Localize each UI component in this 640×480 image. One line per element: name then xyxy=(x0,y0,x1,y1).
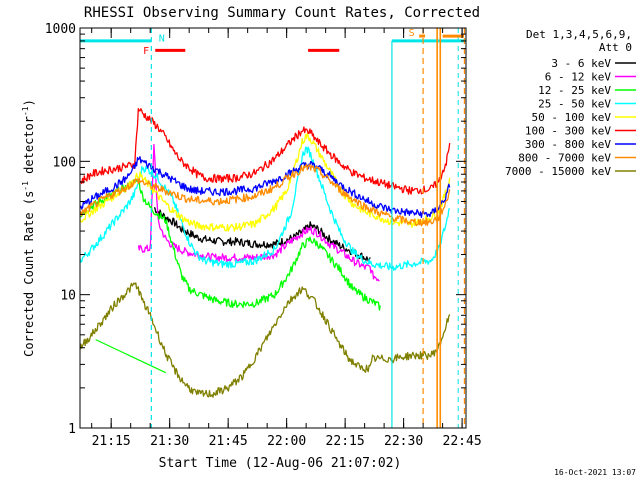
series-line-7 xyxy=(79,163,451,227)
legend-label-0: 3 - 6 keV xyxy=(551,57,611,70)
flag-s-label: S xyxy=(409,28,415,39)
x-axis-ticks: 21:15 21:30 21:45 22:00 22:15 22:30 22:45 xyxy=(91,28,482,449)
flag-f-label: F xyxy=(143,46,149,57)
legend-label-7: 800 - 7000 keV xyxy=(518,152,611,165)
y-axis-label-exp2: -1 xyxy=(21,106,30,116)
y-axis-label-part3: ) xyxy=(22,99,36,106)
legend-label-1: 6 - 12 keV xyxy=(545,71,612,84)
y-axis-ticks: 1 10 100 1000 xyxy=(45,22,466,437)
x-tick-label-2: 21:45 xyxy=(209,434,248,449)
legend-label-4: 50 - 100 keV xyxy=(532,111,612,124)
series-line-3 xyxy=(79,146,451,272)
y-axis-label: Corrected Count Rate (s-1 detector-1) xyxy=(21,99,36,357)
series-line-8 xyxy=(79,282,451,398)
legend-header-line2: Att 0 xyxy=(599,41,632,54)
y-axis-label-part1: Corrected Count Rate (s xyxy=(22,191,36,357)
x-tick-label-0: 21:15 xyxy=(92,434,131,449)
x-tick-label-5: 22:30 xyxy=(384,434,423,449)
x-axis-label: Start Time (12-Aug-06 21:07:02) xyxy=(159,456,402,471)
legend-label-5: 100 - 300 keV xyxy=(525,125,611,138)
y-axis-label-part2: detector xyxy=(22,116,36,181)
y-tick-label-3: 1000 xyxy=(45,22,76,37)
x-tick-label-6: 22:45 xyxy=(443,434,482,449)
y-tick-label-0: 1 xyxy=(68,422,76,437)
y-tick-label-2: 100 xyxy=(53,155,76,170)
flag-n-label: N xyxy=(159,34,165,45)
legend-label-8: 7000 - 15000 keV xyxy=(505,165,611,178)
chart-title: RHESSI Observing Summary Count Rates, Co… xyxy=(84,5,480,21)
legend-label-2: 12 - 25 keV xyxy=(538,84,611,97)
y-tick-label-1: 10 xyxy=(60,289,76,304)
series-line-4 xyxy=(79,132,451,232)
x-tick-label-4: 22:15 xyxy=(326,434,365,449)
x-tick-label-3: 22:00 xyxy=(267,434,306,449)
x-tick-label-1: 21:30 xyxy=(150,434,189,449)
y-axis-label-exp1: -1 xyxy=(21,181,30,191)
plot-area: NF S xyxy=(79,27,467,429)
series-line-0 xyxy=(153,207,371,263)
plot-frame xyxy=(79,27,467,429)
series-segment-gap xyxy=(95,339,167,374)
series-line-6 xyxy=(79,156,451,219)
series-line-5 xyxy=(79,108,451,195)
legend-header-line1: Det 1,3,4,5,6,9, xyxy=(526,28,632,41)
footer-date: 16-Oct-2021 13:07 xyxy=(554,468,636,477)
legend-label-3: 25 - 50 keV xyxy=(538,98,611,111)
legend-label-6: 300 - 800 keV xyxy=(525,138,611,151)
